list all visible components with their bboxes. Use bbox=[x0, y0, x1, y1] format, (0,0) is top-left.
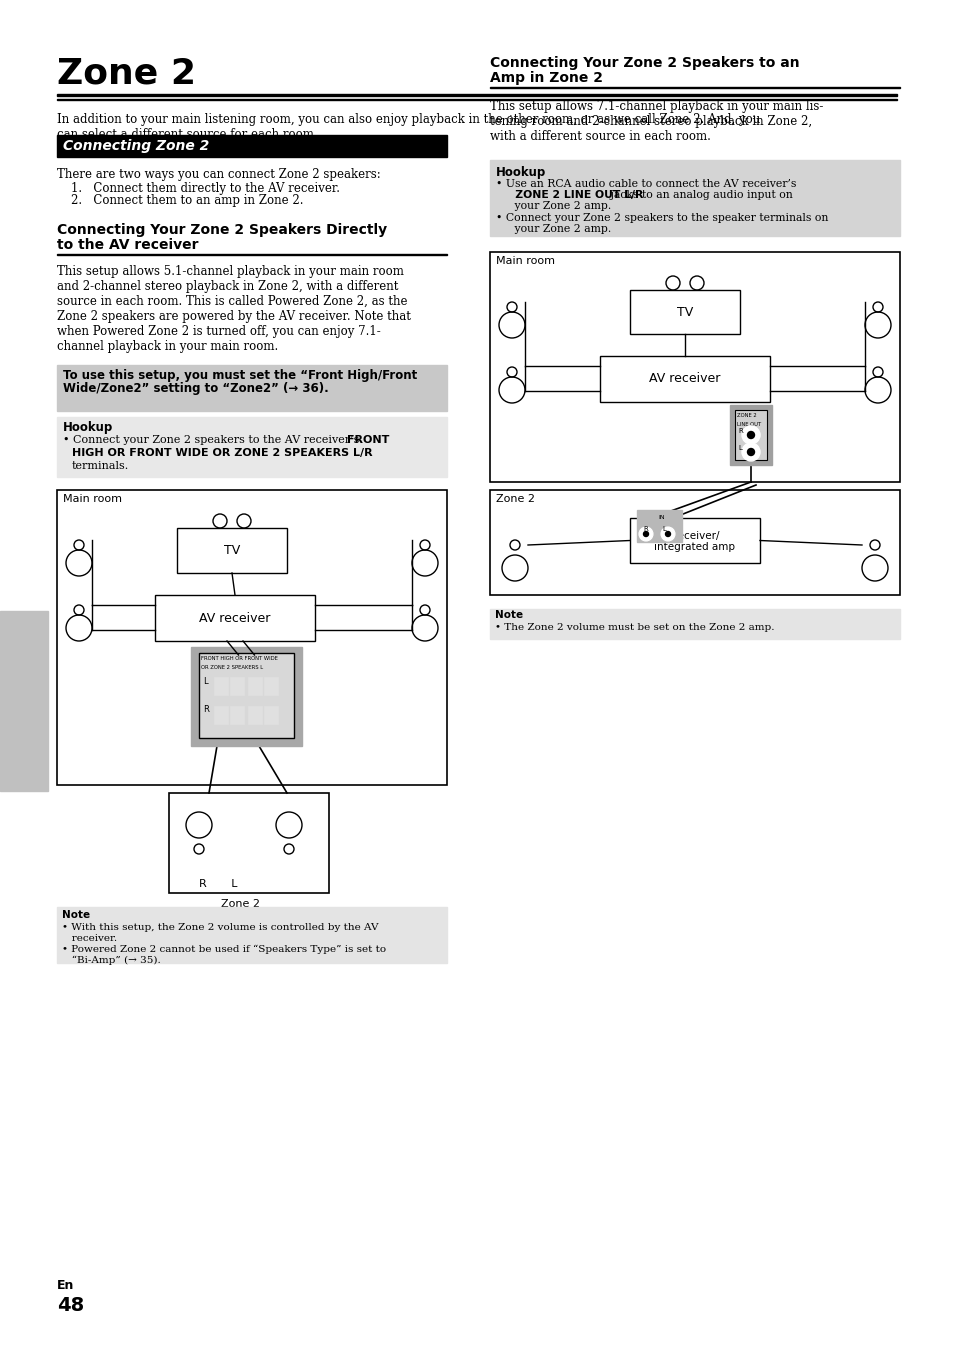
Circle shape bbox=[747, 449, 754, 455]
Bar bbox=[191, 647, 302, 746]
Text: Main room: Main room bbox=[63, 494, 122, 504]
Bar bbox=[57, 365, 447, 411]
Bar bbox=[264, 677, 277, 694]
Text: • With this setup, the Zone 2 volume is controlled by the AV: • With this setup, the Zone 2 volume is … bbox=[62, 923, 378, 932]
Bar bbox=[169, 793, 329, 893]
Bar bbox=[490, 490, 899, 594]
Bar bbox=[637, 509, 681, 542]
Text: Receiver/: Receiver/ bbox=[670, 531, 719, 540]
Text: R: R bbox=[642, 526, 647, 532]
Text: In addition to your main listening room, you can also enjoy playback in the othe: In addition to your main listening room,… bbox=[57, 113, 760, 141]
Text: To use this setup, you must set the “Front High/Front: To use this setup, you must set the “Fro… bbox=[63, 369, 416, 382]
Text: En: En bbox=[57, 1279, 74, 1292]
Text: ZONE 2 LINE OUT L/R: ZONE 2 LINE OUT L/R bbox=[503, 190, 642, 200]
Bar bbox=[199, 653, 294, 738]
Bar bbox=[264, 707, 277, 724]
Text: OR ZONE 2 SPEAKERS L: OR ZONE 2 SPEAKERS L bbox=[201, 665, 263, 670]
Text: This setup allows 5.1-channel playback in your main room
and 2-channel stereo pl: This setup allows 5.1-channel playback i… bbox=[57, 265, 411, 353]
Text: Hookup: Hookup bbox=[63, 422, 113, 434]
Text: “Bi-Amp” (→ 35).: “Bi-Amp” (→ 35). bbox=[62, 957, 161, 966]
Text: R: R bbox=[203, 705, 209, 713]
Text: Main room: Main room bbox=[496, 255, 555, 266]
Text: Zone 2: Zone 2 bbox=[57, 55, 195, 91]
Bar bbox=[729, 405, 771, 465]
Bar bbox=[57, 907, 447, 963]
Circle shape bbox=[665, 531, 670, 536]
Text: Note: Note bbox=[62, 911, 90, 920]
Text: Wide/Zone2” setting to “Zone2” (→ 36).: Wide/Zone2” setting to “Zone2” (→ 36). bbox=[63, 382, 329, 394]
Text: TV: TV bbox=[677, 305, 693, 319]
Text: 48: 48 bbox=[57, 1296, 84, 1315]
Text: Amp in Zone 2: Amp in Zone 2 bbox=[490, 72, 602, 85]
Text: FRONT: FRONT bbox=[347, 435, 389, 444]
Text: Connecting Your Zone 2 Speakers Directly: Connecting Your Zone 2 Speakers Directly bbox=[57, 223, 387, 236]
Bar bbox=[248, 677, 262, 694]
Bar bbox=[734, 409, 766, 459]
Text: IN: IN bbox=[658, 515, 664, 520]
Bar bbox=[629, 290, 740, 334]
Text: • Use an RCA audio cable to connect the AV receiver’s: • Use an RCA audio cable to connect the … bbox=[496, 178, 796, 189]
Circle shape bbox=[741, 426, 760, 444]
Text: Note: Note bbox=[495, 611, 522, 620]
Bar bbox=[213, 677, 228, 694]
Text: jacks to an analog audio input on: jacks to an analog audio input on bbox=[606, 190, 792, 200]
Text: to the AV receiver: to the AV receiver bbox=[57, 238, 198, 253]
Text: TV: TV bbox=[224, 544, 240, 557]
Circle shape bbox=[747, 431, 754, 439]
Bar bbox=[57, 490, 447, 785]
Text: L: L bbox=[661, 526, 665, 532]
Text: R: R bbox=[738, 428, 742, 434]
Text: Connecting Zone 2: Connecting Zone 2 bbox=[63, 139, 209, 153]
Text: your Zone 2 amp.: your Zone 2 amp. bbox=[503, 224, 611, 234]
Text: HIGH OR FRONT WIDE OR ZONE 2 SPEAKERS L/R: HIGH OR FRONT WIDE OR ZONE 2 SPEAKERS L/… bbox=[71, 449, 373, 458]
Text: • Connect your Zone 2 speakers to the speaker terminals on: • Connect your Zone 2 speakers to the sp… bbox=[496, 213, 827, 223]
Bar bbox=[248, 707, 262, 724]
Text: AV receiver: AV receiver bbox=[199, 612, 271, 624]
Text: 2.   Connect them to an amp in Zone 2.: 2. Connect them to an amp in Zone 2. bbox=[71, 195, 303, 207]
Text: R       L: R L bbox=[199, 880, 237, 889]
Circle shape bbox=[660, 527, 675, 540]
Text: your Zone 2 amp.: your Zone 2 amp. bbox=[503, 201, 611, 211]
Text: receiver.: receiver. bbox=[62, 934, 117, 943]
Bar bbox=[490, 253, 899, 482]
Bar bbox=[177, 528, 287, 573]
Text: There are two ways you can connect Zone 2 speakers:: There are two ways you can connect Zone … bbox=[57, 168, 380, 181]
Text: AV receiver: AV receiver bbox=[649, 373, 720, 385]
Text: • Powered Zone 2 cannot be used if “Speakers Type” is set to: • Powered Zone 2 cannot be used if “Spea… bbox=[62, 944, 386, 954]
Bar bbox=[230, 707, 244, 724]
Text: LINE OUT: LINE OUT bbox=[737, 422, 760, 427]
Text: L: L bbox=[738, 444, 741, 451]
Bar bbox=[57, 135, 447, 157]
Bar bbox=[0, 611, 48, 790]
Text: • The Zone 2 volume must be set on the Zone 2 amp.: • The Zone 2 volume must be set on the Z… bbox=[495, 623, 774, 632]
Text: Hookup: Hookup bbox=[496, 166, 546, 178]
Text: This setup allows 7.1-channel playback in your main lis-
tening room and 2-chann: This setup allows 7.1-channel playback i… bbox=[490, 100, 822, 143]
Text: 1.   Connect them directly to the AV receiver.: 1. Connect them directly to the AV recei… bbox=[71, 182, 339, 195]
Circle shape bbox=[643, 531, 648, 536]
Bar bbox=[57, 417, 447, 477]
Circle shape bbox=[741, 443, 760, 461]
Circle shape bbox=[639, 527, 652, 540]
Bar bbox=[57, 93, 896, 96]
Bar bbox=[154, 594, 314, 640]
Bar bbox=[599, 357, 769, 403]
Text: ZONE 2: ZONE 2 bbox=[737, 413, 756, 417]
Bar bbox=[490, 609, 899, 639]
Text: Zone 2: Zone 2 bbox=[496, 494, 535, 504]
Text: Connecting Your Zone 2 Speakers to an: Connecting Your Zone 2 Speakers to an bbox=[490, 55, 799, 70]
Bar bbox=[490, 159, 899, 236]
Text: L: L bbox=[203, 677, 208, 686]
Text: • Connect your Zone 2 speakers to the AV receiver’s: • Connect your Zone 2 speakers to the AV… bbox=[63, 435, 362, 444]
Bar bbox=[629, 517, 760, 563]
Bar bbox=[213, 707, 228, 724]
Text: FRONT HIGH OR FRONT WIDE: FRONT HIGH OR FRONT WIDE bbox=[201, 657, 277, 661]
Text: integrated amp: integrated amp bbox=[654, 543, 735, 553]
Text: Zone 2: Zone 2 bbox=[221, 898, 260, 909]
Text: terminals.: terminals. bbox=[71, 461, 129, 471]
Bar bbox=[230, 677, 244, 694]
